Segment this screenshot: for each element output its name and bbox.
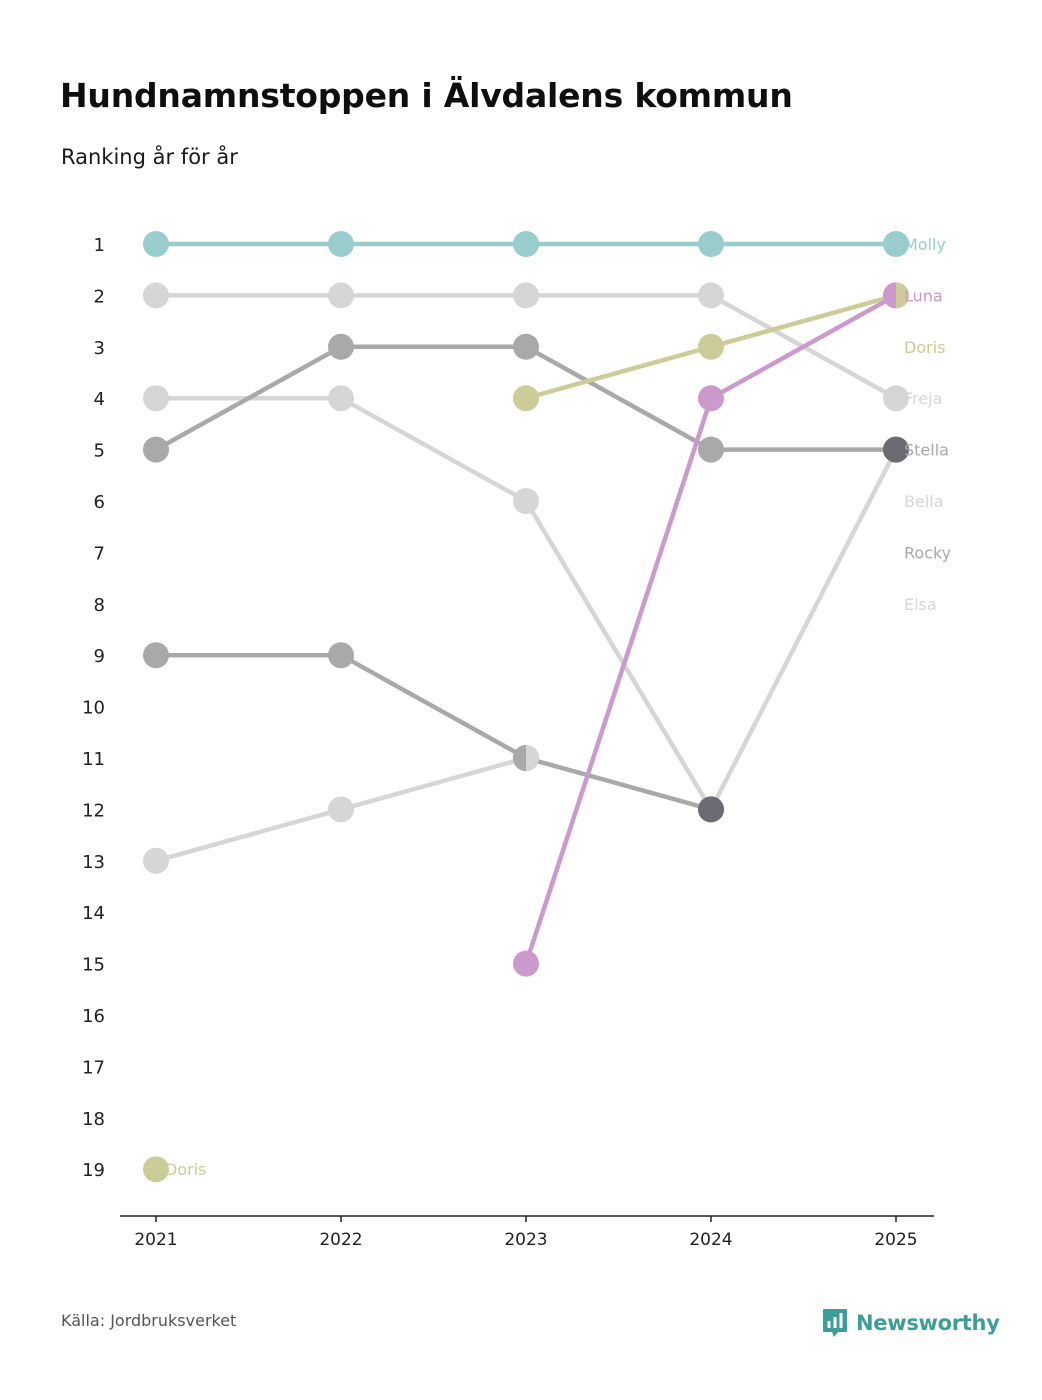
y-tick-label: 2: [94, 286, 105, 307]
data-point-bella[interactable]: [513, 488, 539, 514]
data-point-molly[interactable]: [883, 231, 909, 257]
chart-subtitle: Ranking år för år: [61, 145, 238, 169]
series-line-bella: [523, 498, 714, 812]
y-tick-label: 11: [82, 749, 105, 770]
data-point-rocky[interactable]: [143, 642, 169, 669]
y-tick-label: 16: [82, 1006, 105, 1027]
y-tick-label: 15: [82, 955, 105, 976]
data-point-bella[interactable]: [143, 385, 169, 412]
y-tick-label: 18: [82, 1109, 105, 1130]
shared-data-point-right[interactable]: [896, 282, 910, 309]
y-tick-label: 19: [82, 1160, 105, 1181]
newsworthy-logo-icon: [823, 1309, 847, 1337]
data-point-molly[interactable]: [513, 231, 539, 257]
series-line-stella: [523, 344, 714, 452]
shared-data-point[interactable]: [698, 796, 724, 823]
y-tick-label: 14: [82, 903, 105, 924]
data-point-bella[interactable]: [328, 385, 354, 412]
data-point-stella[interactable]: [328, 333, 354, 360]
x-tick-label: 2025: [874, 1230, 917, 1250]
x-tick-label: 2022: [319, 1230, 362, 1250]
data-point-stella[interactable]: [143, 436, 169, 463]
series-line-bella: [338, 395, 529, 504]
series-line-elsa: [153, 807, 344, 864]
data-point-freja[interactable]: [513, 282, 539, 309]
series-line-luna: [708, 293, 899, 401]
y-tick-label: 8: [94, 595, 105, 616]
y-tick-label: 6: [94, 492, 105, 513]
series-line-doris: [708, 293, 899, 350]
shared-data-point-left[interactable]: [513, 745, 526, 771]
data-point-doris[interactable]: [513, 385, 539, 412]
data-point-luna[interactable]: [698, 385, 724, 412]
end-label-freja: Freja: [904, 389, 942, 408]
end-label-stella: Stella: [904, 441, 949, 460]
data-point-freja[interactable]: [328, 282, 354, 309]
x-tick-label: 2023: [504, 1230, 547, 1250]
data-point-freja[interactable]: [143, 282, 169, 309]
end-label-doris: Doris: [904, 338, 945, 357]
y-tick-label: 13: [82, 852, 105, 873]
data-point-freja[interactable]: [883, 385, 909, 412]
end-label-molly: Molly: [904, 235, 946, 254]
annotation-label: Doris: [165, 1160, 206, 1179]
series-line-rocky: [338, 652, 529, 761]
chart-title: Hundnamnstoppen i Älvdalens kommun: [60, 76, 793, 115]
series-line-bella: [708, 447, 899, 812]
y-tick-label: 5: [94, 441, 105, 462]
y-tick-label: 10: [82, 698, 105, 719]
series-line-rocky: [523, 755, 714, 812]
data-point-molly[interactable]: [698, 231, 724, 257]
y-tick-label: 4: [94, 389, 105, 410]
y-tick-label: 12: [82, 800, 105, 821]
shared-data-point-left[interactable]: [883, 282, 896, 309]
series-line-stella: [153, 344, 344, 452]
data-point-doris[interactable]: [143, 1156, 169, 1183]
x-tick-label: 2024: [689, 1230, 732, 1250]
y-tick-label: 17: [82, 1057, 105, 1078]
data-point-elsa[interactable]: [328, 796, 354, 823]
series-line-luna: [523, 395, 714, 966]
y-tick-label: 7: [94, 543, 105, 564]
end-label-bella: Bella: [904, 492, 944, 511]
data-point-molly[interactable]: [143, 231, 169, 257]
y-tick-label: 9: [94, 646, 105, 667]
y-tick-label: 1: [94, 235, 105, 256]
end-label-luna: Luna: [904, 286, 943, 305]
data-point-luna[interactable]: [513, 950, 539, 977]
shared-data-point[interactable]: [883, 436, 909, 463]
x-tick-label: 2021: [134, 1230, 177, 1250]
data-point-stella[interactable]: [513, 333, 539, 360]
data-point-freja[interactable]: [698, 282, 724, 309]
newsworthy-logo[interactable]: Newsworthy: [822, 1308, 1000, 1338]
y-tick-label: 3: [94, 338, 105, 359]
data-point-doris[interactable]: [698, 333, 724, 360]
data-point-molly[interactable]: [328, 231, 354, 257]
end-label-rocky: Rocky: [904, 543, 951, 562]
end-label-elsa: Elsa: [904, 595, 937, 614]
series-line-elsa: [338, 755, 529, 812]
data-point-elsa[interactable]: [143, 847, 169, 874]
shared-data-point-right[interactable]: [526, 745, 539, 771]
data-point-rocky[interactable]: [328, 642, 354, 669]
data-point-stella[interactable]: [698, 436, 724, 463]
brand-name: Newsworthy: [856, 1311, 1000, 1335]
source-note: Källa: Jordbruksverket: [61, 1311, 237, 1330]
series-line-doris: [523, 344, 714, 401]
